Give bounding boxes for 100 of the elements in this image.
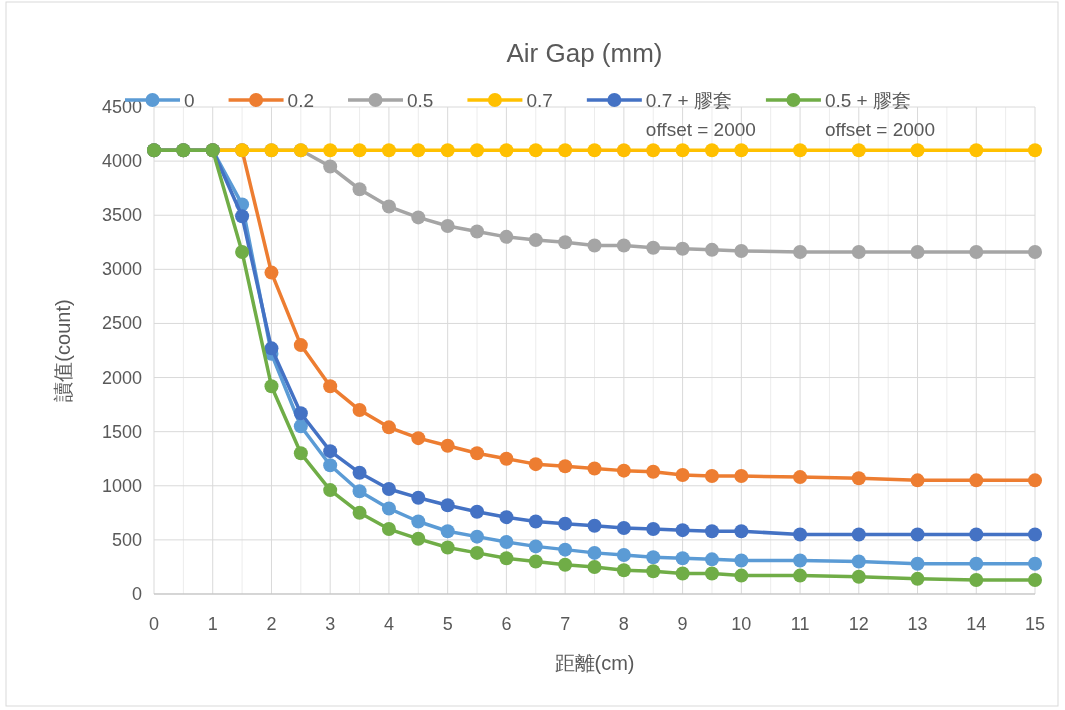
point xyxy=(499,229,514,244)
y-tick-label: 2000 xyxy=(101,367,142,388)
point xyxy=(587,545,602,560)
point xyxy=(558,516,573,531)
x-tick-label: 2 xyxy=(266,614,277,634)
legend-label: 0.7 + 膠套 xyxy=(645,90,732,111)
point xyxy=(704,143,719,158)
point xyxy=(587,143,602,158)
chart-title: Air Gap (mm) xyxy=(506,38,663,68)
point xyxy=(323,159,338,174)
point xyxy=(411,490,426,505)
point xyxy=(323,444,338,459)
point xyxy=(528,539,543,554)
point xyxy=(910,143,925,158)
point xyxy=(910,556,925,571)
point xyxy=(1028,473,1042,488)
point xyxy=(704,552,719,567)
point xyxy=(793,553,808,568)
y-tick-label: 500 xyxy=(111,529,142,550)
point xyxy=(440,498,455,513)
point xyxy=(352,143,367,158)
point xyxy=(793,245,808,260)
legend-label: 0 xyxy=(184,90,195,111)
point xyxy=(528,457,543,472)
point xyxy=(440,540,455,555)
point xyxy=(323,458,338,473)
point xyxy=(675,523,690,538)
point xyxy=(851,569,866,584)
point xyxy=(616,563,631,578)
point xyxy=(352,465,367,480)
point xyxy=(381,199,396,214)
point xyxy=(235,245,250,260)
point xyxy=(440,524,455,539)
point xyxy=(851,554,866,569)
point xyxy=(1028,572,1042,587)
point xyxy=(411,431,426,446)
point xyxy=(352,182,367,197)
point xyxy=(851,143,866,158)
y-tick-label: 4500 xyxy=(101,97,142,117)
point xyxy=(352,484,367,499)
point xyxy=(646,464,661,479)
point xyxy=(704,469,719,484)
point xyxy=(558,557,573,572)
point xyxy=(646,522,661,537)
x-tick-label: 13 xyxy=(907,614,928,634)
point xyxy=(616,463,631,478)
legend-label: 0.7 xyxy=(526,90,553,111)
point xyxy=(793,527,808,542)
point xyxy=(1028,556,1042,571)
point xyxy=(323,379,338,394)
point xyxy=(910,473,925,488)
point xyxy=(969,143,984,158)
point xyxy=(499,535,514,550)
point xyxy=(734,243,749,258)
point xyxy=(1028,527,1042,542)
point xyxy=(470,224,485,239)
point xyxy=(499,510,514,525)
point xyxy=(910,571,925,586)
y-tick-label: 0 xyxy=(131,584,142,604)
point xyxy=(470,446,485,461)
x-tick-label: 1 xyxy=(207,614,218,634)
point xyxy=(293,338,308,353)
point xyxy=(1028,143,1042,158)
y-tick-label: 1000 xyxy=(101,475,142,496)
point xyxy=(675,143,690,158)
point xyxy=(235,209,250,224)
point xyxy=(411,531,426,546)
point xyxy=(587,559,602,574)
y-tick-label: 2500 xyxy=(101,313,142,334)
point xyxy=(793,568,808,583)
point xyxy=(969,473,984,488)
point xyxy=(969,527,984,542)
point xyxy=(470,529,485,544)
point xyxy=(646,550,661,565)
point xyxy=(616,520,631,535)
y-tick-label: 3000 xyxy=(101,259,142,280)
legend-label: 0.5 xyxy=(407,90,434,111)
point xyxy=(616,238,631,253)
point xyxy=(969,245,984,260)
point xyxy=(616,548,631,563)
point xyxy=(323,483,338,498)
x-tick-label: 10 xyxy=(731,614,752,634)
point xyxy=(499,451,514,466)
point xyxy=(293,406,308,421)
point xyxy=(528,554,543,569)
point xyxy=(293,419,308,434)
legend-label: 0.5 + 膠套 xyxy=(824,90,911,111)
point xyxy=(704,242,719,257)
x-tick-label: 12 xyxy=(848,614,869,634)
point xyxy=(1028,245,1042,260)
x-tick-label: 8 xyxy=(618,614,629,634)
point xyxy=(381,522,396,537)
point xyxy=(381,501,396,516)
x-tick-label: 3 xyxy=(325,614,336,634)
point xyxy=(646,240,661,255)
point xyxy=(264,379,279,394)
x-tick-label: 11 xyxy=(790,614,810,634)
x-tick-label: 0 xyxy=(148,614,160,634)
annotation: offset = 2000 xyxy=(645,119,756,140)
point xyxy=(528,514,543,529)
